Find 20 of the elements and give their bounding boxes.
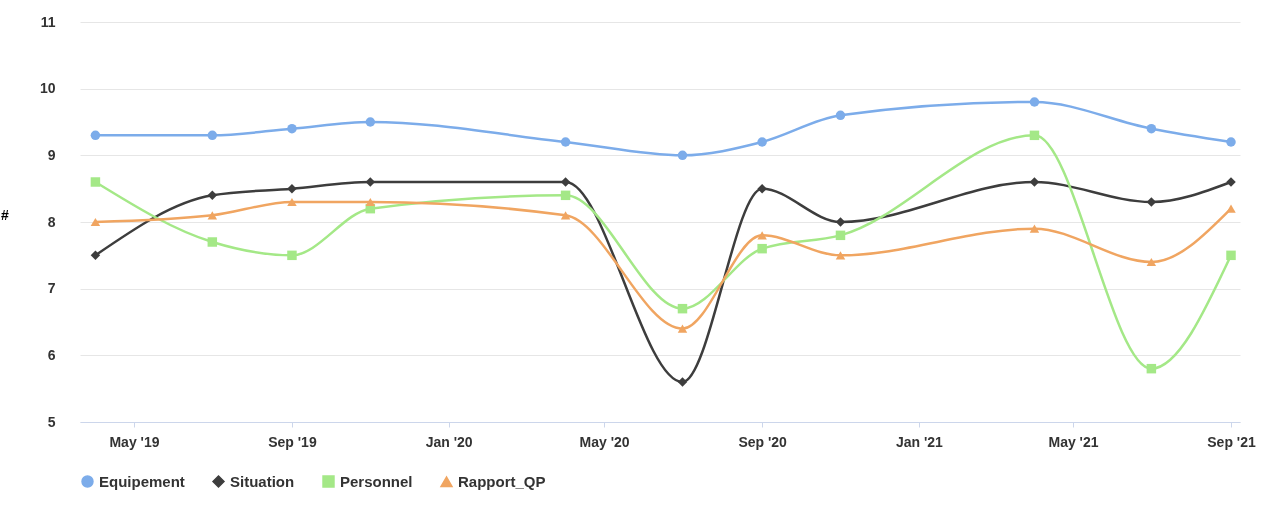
y-axis-title: # <box>1 206 10 223</box>
x-tick-label: May '20 <box>579 433 630 450</box>
y-tick-label: 5 <box>47 413 56 430</box>
x-tick-label: Jan '20 <box>425 433 473 450</box>
x-tick-label: Sep '21 <box>1207 433 1256 450</box>
x-tick-label: Sep '19 <box>268 433 317 450</box>
x-tick-label: Sep '20 <box>738 433 788 450</box>
y-tick-label: 7 <box>47 280 56 297</box>
legend-label: Equipement <box>99 472 185 490</box>
y-tick-label: 11 <box>40 13 56 30</box>
y-tick-label: 6 <box>47 346 56 363</box>
legend-label: Personnel <box>340 472 413 490</box>
x-tick-label: Jan '21 <box>895 433 944 450</box>
legend-label: Rapport_QP <box>458 472 546 490</box>
x-tick-label: May '19 <box>109 433 160 450</box>
y-tick-label: 9 <box>47 146 56 163</box>
y-tick-label: 10 <box>39 80 56 97</box>
x-tick-label: May '21 <box>1048 433 1099 450</box>
legend-label: Situation <box>230 472 295 490</box>
y-tick-label: 8 <box>47 213 56 230</box>
